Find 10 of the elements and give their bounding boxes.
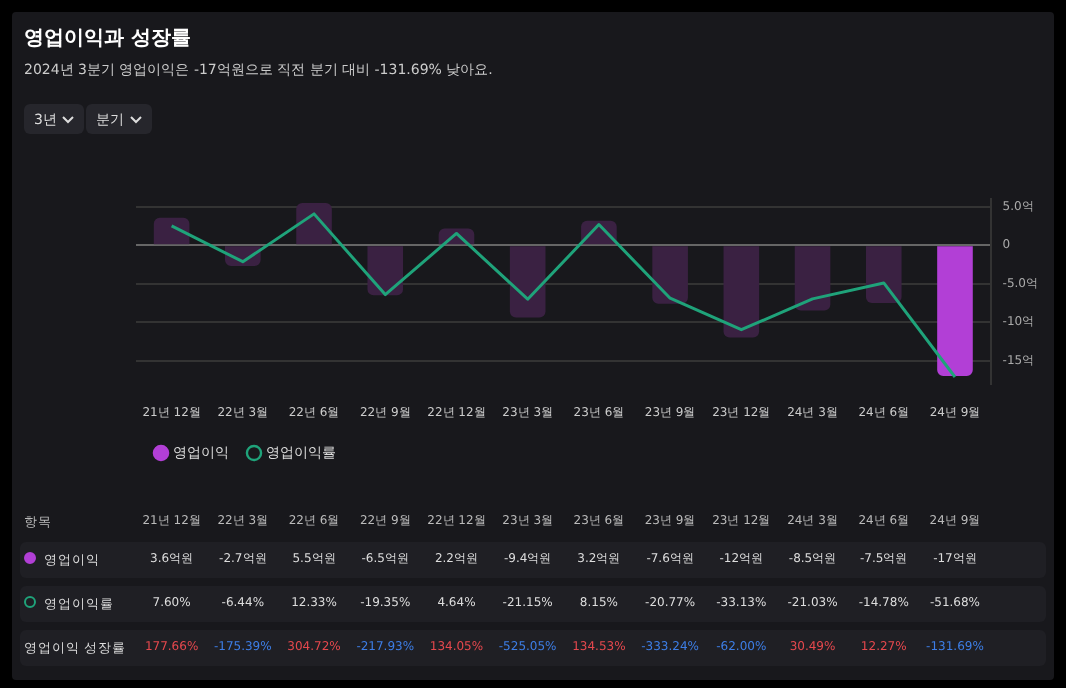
bar [296,203,332,245]
bar [937,246,973,376]
bar [153,217,190,245]
bar [652,246,688,304]
bar [723,246,760,338]
bar [509,246,546,318]
chart-title: 영업이익과 성장률 [24,26,191,52]
bar [865,246,902,303]
bar [794,246,831,311]
bar [367,246,404,296]
